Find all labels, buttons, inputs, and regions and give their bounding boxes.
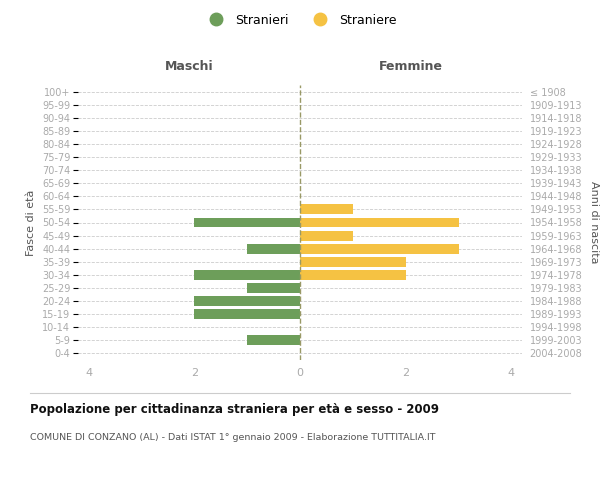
Text: Maschi: Maschi: [164, 60, 214, 72]
Bar: [300, 230, 353, 240]
Text: Femmine: Femmine: [379, 60, 443, 72]
Bar: [300, 257, 406, 266]
Bar: [194, 218, 300, 228]
Text: COMUNE DI CONZANO (AL) - Dati ISTAT 1° gennaio 2009 - Elaborazione TUTTITALIA.IT: COMUNE DI CONZANO (AL) - Dati ISTAT 1° g…: [30, 432, 436, 442]
Bar: [194, 310, 300, 319]
Bar: [247, 283, 300, 293]
Bar: [194, 270, 300, 280]
Bar: [247, 336, 300, 345]
Y-axis label: Anni di nascita: Anni di nascita: [589, 181, 599, 264]
Bar: [300, 204, 353, 214]
Bar: [300, 218, 458, 228]
Legend: Stranieri, Straniere: Stranieri, Straniere: [199, 8, 401, 32]
Bar: [194, 296, 300, 306]
Bar: [247, 244, 300, 254]
Bar: [300, 270, 406, 280]
Y-axis label: Fasce di età: Fasce di età: [26, 190, 37, 256]
Bar: [300, 244, 458, 254]
Text: Popolazione per cittadinanza straniera per età e sesso - 2009: Popolazione per cittadinanza straniera p…: [30, 402, 439, 415]
